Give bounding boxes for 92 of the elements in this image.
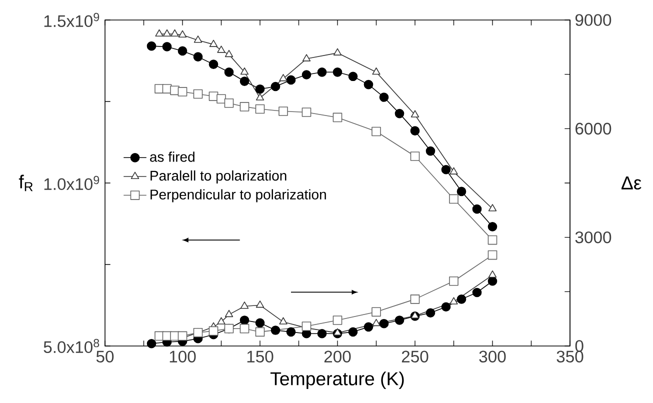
point [178, 30, 187, 38]
point [193, 89, 203, 99]
x-tick-label: 100 [170, 350, 196, 362]
point [146, 41, 156, 51]
point [162, 42, 172, 52]
x-tick-label: 200 [324, 350, 351, 362]
point [224, 67, 234, 77]
point [379, 92, 389, 102]
point [348, 327, 358, 337]
point [255, 318, 265, 328]
point [364, 80, 374, 90]
point [224, 310, 234, 318]
y2-tick-label: 6000 [576, 122, 612, 135]
point [488, 204, 497, 212]
point [224, 50, 234, 58]
point [456, 294, 466, 304]
y2-axis-title: Δε [622, 176, 642, 190]
point [488, 250, 498, 260]
point [441, 302, 451, 312]
point [410, 126, 420, 136]
point [450, 167, 458, 174]
point [364, 322, 374, 332]
point [270, 326, 280, 335]
point [410, 311, 420, 318]
point [256, 300, 264, 308]
legend-label: Perpendicular to polarization [150, 189, 326, 202]
point [332, 112, 342, 122]
point [488, 276, 498, 286]
point [333, 48, 342, 56]
point [410, 110, 420, 118]
point [208, 60, 218, 69]
point [472, 204, 482, 214]
point [472, 288, 482, 298]
point [194, 36, 202, 43]
point [279, 317, 288, 324]
point [488, 222, 498, 232]
legend-label: as fired [150, 152, 194, 162]
point [379, 318, 389, 328]
point [426, 146, 436, 156]
point [255, 104, 265, 114]
x-tick-label: 300 [479, 350, 506, 362]
point [162, 29, 172, 37]
point [302, 54, 311, 62]
point [302, 70, 312, 80]
y-axis-title: f$_{R}$ [18, 174, 33, 192]
point [193, 52, 203, 62]
point [372, 67, 380, 75]
point [279, 74, 288, 82]
point [217, 46, 226, 53]
point [317, 67, 327, 77]
y-tick-label: 1.0x10$^{9}$ [44, 176, 100, 190]
y2-tick-label: 0 [575, 340, 584, 352]
point [488, 270, 497, 278]
point [256, 93, 264, 100]
point [208, 326, 218, 336]
point [394, 316, 404, 325]
point [332, 67, 342, 77]
point [333, 328, 342, 336]
y2-tick-label: 9000 [575, 14, 612, 26]
point [317, 328, 327, 338]
point [441, 164, 451, 174]
point [286, 327, 296, 337]
point [178, 46, 188, 56]
point [488, 235, 498, 245]
point [456, 186, 466, 196]
point [372, 318, 380, 326]
point [255, 327, 265, 337]
point [270, 82, 280, 92]
point [170, 29, 179, 37]
y2-tick-label: 3000 [575, 231, 612, 244]
point [394, 108, 404, 118]
point [217, 317, 226, 324]
x-tick-label: 50 [96, 350, 114, 362]
legend-label: Paralell to polarization [150, 170, 286, 184]
point [240, 302, 249, 309]
point [255, 84, 265, 94]
point [240, 76, 250, 86]
y-tick-label: 1.5x10$^{9}$ [44, 12, 100, 28]
point [240, 67, 249, 75]
point [450, 297, 458, 304]
point [240, 316, 250, 325]
x-axis-title: Temperature (K) [270, 372, 404, 390]
point [240, 324, 250, 334]
point [155, 29, 164, 37]
x-tick-label: 150 [247, 350, 274, 362]
x-tick-label: 250 [402, 350, 428, 362]
point [348, 72, 358, 82]
point [146, 338, 156, 348]
point [286, 75, 296, 85]
x-tick-label: 350 [556, 350, 584, 362]
point [426, 308, 436, 318]
point [209, 40, 218, 47]
